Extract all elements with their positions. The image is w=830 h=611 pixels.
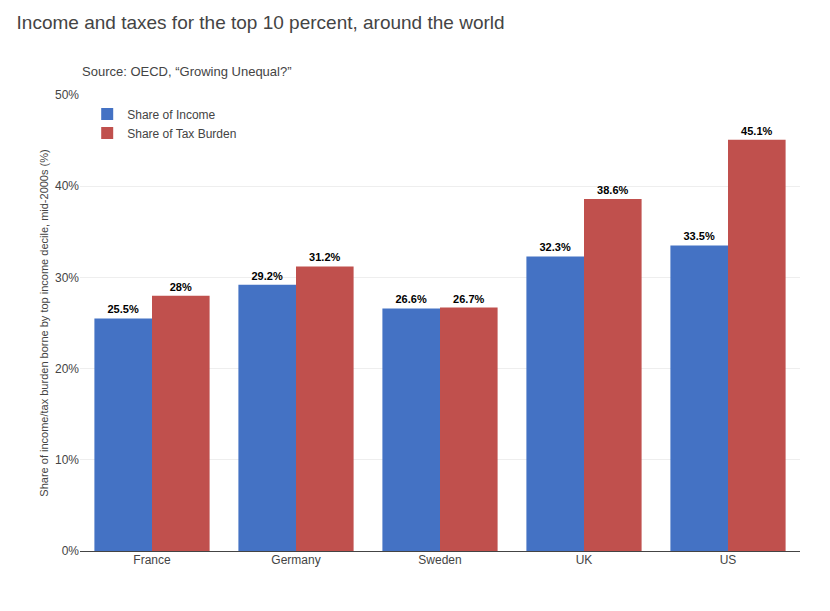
- svg-text:38.6%: 38.6%: [597, 184, 628, 196]
- svg-text:Income and taxes for the top 1: Income and taxes for the top 10 percent,…: [17, 12, 505, 33]
- svg-text:0%: 0%: [62, 544, 80, 558]
- svg-text:Source: OECD, “Growing Unequal: Source: OECD, “Growing Unequal?”: [82, 64, 292, 79]
- svg-text:50%: 50%: [55, 88, 79, 102]
- svg-text:29.2%: 29.2%: [251, 270, 282, 282]
- svg-text:Share of income/tax burden bor: Share of income/tax burden borne by top …: [38, 149, 50, 496]
- svg-text:40%: 40%: [55, 179, 79, 193]
- svg-text:Share of Tax Burden: Share of Tax Burden: [127, 127, 236, 141]
- svg-text:10%: 10%: [55, 453, 79, 467]
- svg-text:30%: 30%: [55, 271, 79, 285]
- svg-text:Sweden: Sweden: [418, 553, 461, 567]
- svg-text:20%: 20%: [55, 362, 79, 376]
- svg-text:UK: UK: [576, 553, 593, 567]
- svg-text:Share of Income: Share of Income: [127, 108, 215, 122]
- svg-text:US: US: [720, 553, 737, 567]
- svg-text:45.1%: 45.1%: [741, 125, 772, 137]
- svg-text:Germany: Germany: [271, 553, 320, 567]
- svg-text:28%: 28%: [170, 281, 192, 293]
- svg-text:25.5%: 25.5%: [107, 303, 138, 315]
- svg-text:33.5%: 33.5%: [683, 230, 714, 242]
- svg-text:26.6%: 26.6%: [395, 293, 426, 305]
- svg-text:France: France: [133, 553, 171, 567]
- svg-text:32.3%: 32.3%: [539, 241, 570, 253]
- svg-text:26.7%: 26.7%: [453, 293, 484, 305]
- svg-text:31.2%: 31.2%: [309, 251, 340, 263]
